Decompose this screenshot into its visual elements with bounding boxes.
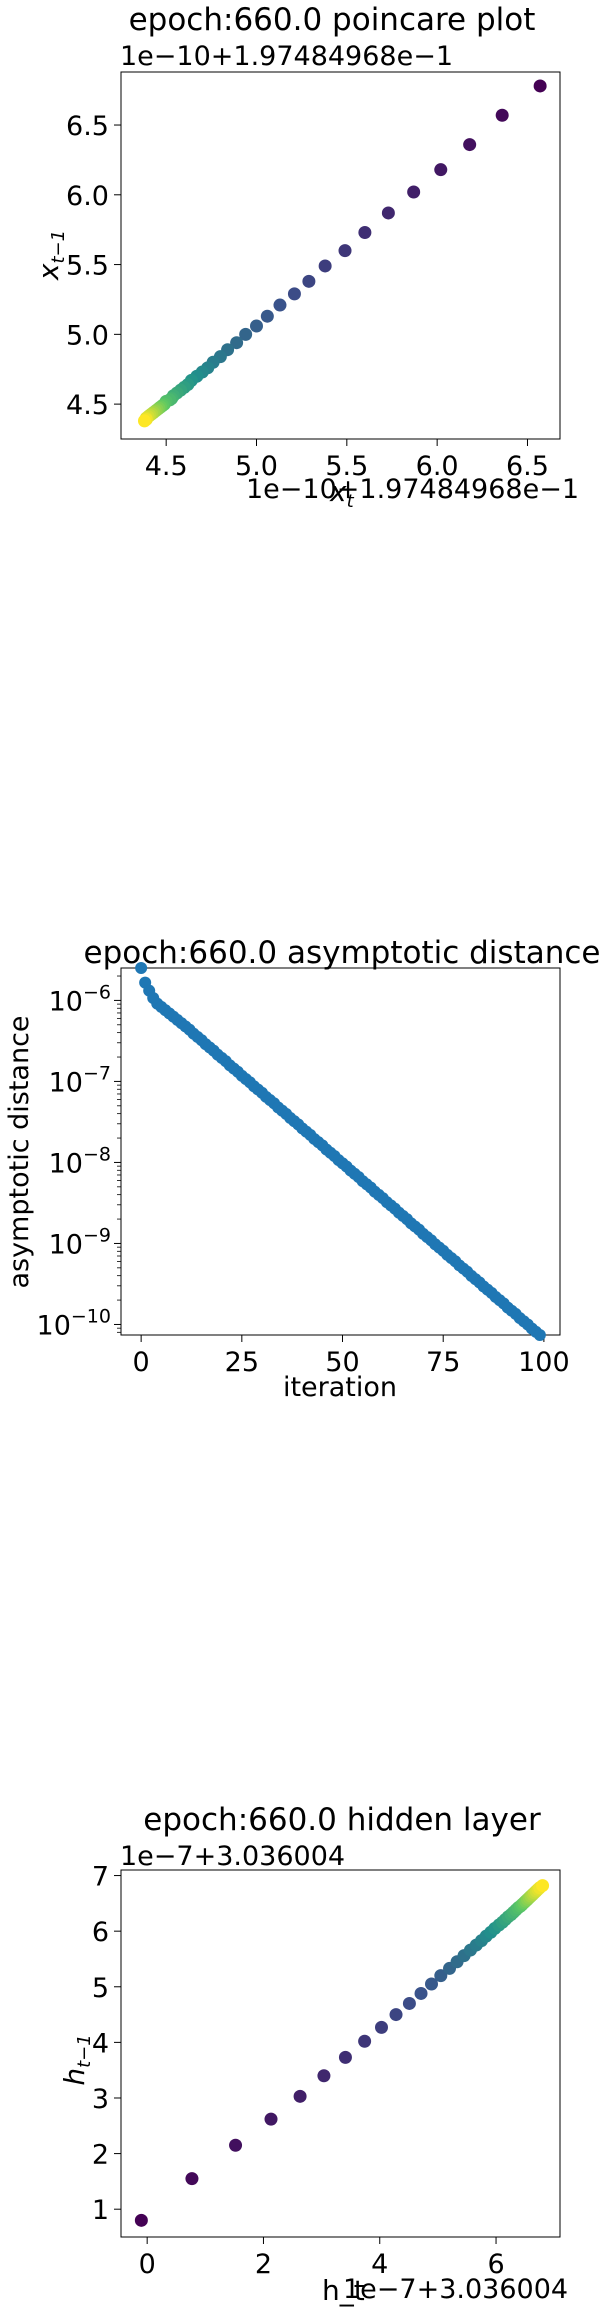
poincare-point [463, 138, 477, 152]
hidden-layer-point [424, 1977, 438, 1991]
asymptotic-x-tick-label: 75 [426, 1347, 460, 1378]
asymptotic-distance-y-axis-label: asymptotic distance [4, 1015, 35, 1288]
poincare-y-tick-label: 4.5 [66, 390, 109, 421]
poincare-x-offset: 1e−10+1.97484968e−1 [246, 474, 579, 505]
hidden-y-tick-label: 1 [92, 2195, 109, 2226]
hidden-layer-point [317, 2069, 331, 2083]
poincare-point [495, 108, 509, 122]
hidden-layer-point [338, 2050, 352, 2064]
poincare-plot-panel: epoch:660.0 poincare plot 1e−10+1.974849… [32, 2, 579, 512]
poincare-x-tick-label: 6.0 [416, 451, 459, 482]
poincare-point [338, 244, 352, 258]
poincare-x-tick-label: 5.5 [325, 451, 368, 482]
hidden-layer-point [434, 1969, 448, 1983]
poincare-y-axis-label: xt−1 [32, 230, 69, 281]
asymptotic-y-tick-label: 10−7 [49, 1062, 111, 1098]
hidden-y-tick-label: 7 [92, 1862, 109, 1893]
hidden-layer-y-axis-label: ht−1 [58, 2034, 95, 2085]
asymptotic-distance-x-axis-label: iteration [283, 1372, 397, 1403]
hidden-layer-point [374, 2020, 388, 2034]
poincare-point [260, 309, 274, 323]
hidden-y-tick-label: 6 [92, 1917, 109, 1948]
hidden-layer-point [229, 2138, 243, 2152]
poincare-y-offset: 1e−10+1.97484968e−1 [120, 41, 453, 72]
hidden-y-tick-label: 5 [92, 1973, 109, 2004]
asymptotic-distance-plot-area [120, 967, 561, 1336]
hidden-layer-point [402, 1996, 416, 2010]
poincare-y-tick-label: 5.0 [66, 320, 109, 351]
poincare-point [318, 259, 332, 273]
asymptotic-x-tick-label: 25 [225, 1347, 259, 1378]
hidden-layer-point [185, 2172, 199, 2186]
poincare-x-tick-label: 5.0 [235, 451, 278, 482]
hidden-layer-panel: epoch:660.0 hidden layer 1e−7+3.036004 0… [58, 1802, 568, 2307]
asymptotic-y-tick-label: 10−10 [37, 1305, 111, 1341]
hidden-layer-x-axis-label: h_t [322, 2274, 365, 2307]
poincare-y-tick-label: 6.5 [66, 111, 109, 142]
hidden-layer-y-offset: 1e−7+3.036004 [120, 1841, 345, 1872]
hidden-y-tick-label: 2 [92, 2140, 109, 2171]
asymptotic-distance-panel: epoch:660.0 asymptotic distance 0 25 50 75 1… [4, 935, 600, 1403]
hidden-x-tick-label: 2 [255, 2249, 272, 2280]
asymptotic-y-tick-label: 10−9 [49, 1224, 111, 1260]
hidden-layer-point [134, 2213, 148, 2227]
hidden-x-tick-label: 0 [139, 2249, 156, 2280]
hidden-layer-point [414, 1986, 428, 2000]
hidden-layer-title: epoch:660.0 hidden layer [143, 1802, 541, 1838]
hidden-layer-point [264, 2112, 278, 2126]
poincare-point [230, 336, 244, 350]
hidden-layer-point [536, 1879, 550, 1893]
asymptotic-x-tick-label: 100 [518, 1347, 570, 1378]
asymptotic-point [135, 962, 148, 974]
hidden-x-tick-label: 4 [371, 2249, 388, 2280]
poincare-point [239, 327, 253, 341]
hidden-layer-point [358, 2034, 372, 2048]
poincare-point [287, 287, 301, 301]
hidden-layer-x-offset: 1e−7+3.036004 [343, 2274, 568, 2305]
poincare-plot-title: epoch:660.0 poincare plot [129, 2, 536, 38]
poincare-point [358, 225, 372, 239]
poincare-point [273, 298, 287, 312]
asymptotic-point [533, 1329, 546, 1341]
poincare-y-tick-label: 6.0 [66, 181, 109, 212]
asymptotic-y-tick-label: 10−8 [49, 1143, 111, 1179]
poincare-point [302, 274, 316, 288]
asymptotic-x-tick-label: 0 [133, 1347, 150, 1378]
hidden-y-tick-label: 3 [92, 2084, 109, 2115]
poincare-point [249, 319, 263, 333]
poincare-x-tick-label: 6.5 [506, 451, 549, 482]
hidden-layer-point [389, 2008, 403, 2022]
poincare-point [533, 79, 547, 93]
hidden-x-tick-label: 6 [487, 2249, 504, 2280]
poincare-plot-area [120, 71, 561, 440]
hidden-layer-plot-area [120, 1869, 561, 2238]
hidden-y-tick-label: 4 [92, 2028, 109, 2059]
poincare-y-tick-label: 5.5 [66, 251, 109, 282]
poincare-point [407, 185, 421, 199]
asymptotic-distance-title: epoch:660.0 asymptotic distance [84, 935, 601, 971]
poincare-x-tick-label: 4.5 [145, 451, 188, 482]
poincare-point [434, 163, 448, 177]
asymptotic-x-tick-label: 50 [325, 1347, 359, 1378]
poincare-point [137, 414, 151, 428]
poincare-point [381, 206, 395, 220]
hidden-layer-point [293, 2089, 307, 2103]
asymptotic-y-tick-label: 10−6 [49, 981, 111, 1017]
